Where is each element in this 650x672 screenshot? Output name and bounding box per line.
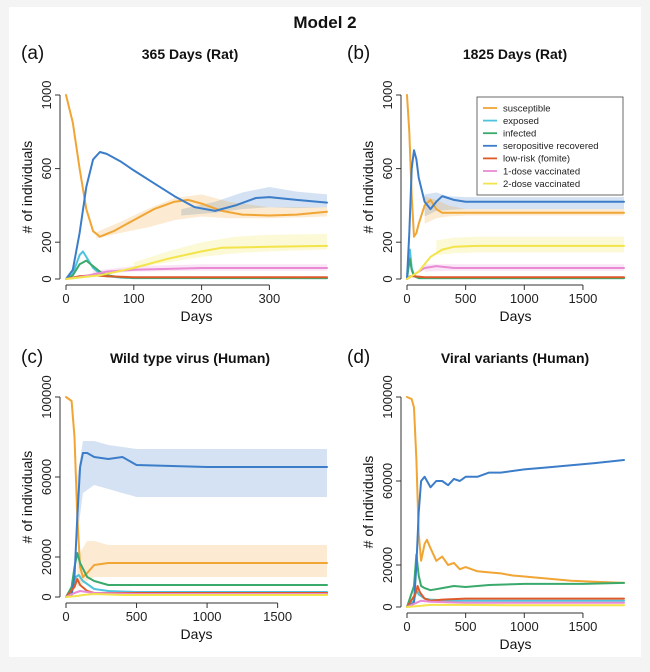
band-0-1-dose-vaccinated	[93, 264, 327, 275]
series-2-susceptible	[65, 396, 328, 578]
series-3-susceptible	[406, 396, 625, 584]
x-tick-label-3-3: 1500	[568, 619, 597, 634]
panel-letter-1: (b)	[347, 43, 370, 64]
panel-0: (a) 365 Days (Rat) 0 100 200 300 0 200 600 1000 Da…	[19, 43, 328, 324]
x-tick-label-2-3: 1500	[263, 609, 292, 624]
series-2-infected	[65, 552, 328, 598]
legend-label-low-risk-fomite: low-risk (fomite)	[503, 154, 570, 165]
legend-label-exposed: exposed	[503, 116, 539, 127]
panel-1: (b) 1825 Days (Rat) 0 500 1000 1500 0 200 600 100…	[347, 43, 625, 324]
panel-letter-3: (d)	[347, 347, 370, 368]
y-tick-label-0-0: 0	[39, 275, 54, 282]
y-tick-label-1-2: 600	[380, 158, 395, 180]
panel-2: (c) Wild type virus (Human) 0 500 1000 1500 0 2…	[19, 347, 328, 642]
y-tick-label-2-0: 0	[39, 593, 54, 600]
x-tick-label-1-2: 1000	[510, 291, 539, 306]
x-axis-label-3: Days	[500, 636, 532, 652]
x-tick-label-2-1: 500	[126, 609, 148, 624]
x-tick-label-0-0: 0	[62, 291, 69, 306]
series-3-seropositive-recovered	[406, 459, 625, 608]
figure-title: Model 2	[293, 13, 357, 32]
series-2-seropositive-recovered	[65, 452, 328, 598]
series-0-seropositive-recovered	[65, 151, 328, 280]
panel-letter-2: (c)	[21, 347, 43, 368]
x-tick-label-1-0: 0	[403, 291, 410, 306]
y-tick-label-3-0: 0	[380, 603, 395, 610]
x-tick-label-3-0: 0	[403, 619, 410, 634]
y-tick-label-0-1: 200	[39, 231, 54, 253]
series-1-seropositive-recovered	[406, 149, 625, 280]
figure: Model 2 (a) 365 Days (Rat) 0 100 200 300 0 200 6…	[9, 7, 641, 657]
x-tick-label-0-3: 300	[259, 291, 281, 306]
legend-label-seropositive-recovered: seropositive recovered	[503, 141, 599, 152]
y-tick-label-1-1: 200	[380, 231, 395, 253]
y-tick-label-2-3: 100000	[39, 375, 54, 418]
x-axis-label-0: Days	[181, 308, 213, 324]
y-tick-label-3-3: 100000	[380, 375, 395, 418]
x-axis-label-1: Days	[500, 308, 532, 324]
series-2-2-dose-vaccinated	[65, 593, 328, 598]
series-3-low-risk-fomite	[406, 585, 625, 608]
y-tick-label-1-3: 1000	[380, 81, 395, 110]
band-2-seropositive-recovered	[77, 441, 327, 537]
panel-title-0: 365 Days (Rat)	[142, 46, 239, 62]
y-tick-label-3-1: 20000	[380, 547, 395, 583]
series-1-susceptible	[406, 94, 625, 238]
x-tick-label-2-2: 1000	[193, 609, 222, 624]
x-tick-label-0-2: 200	[191, 291, 213, 306]
y-tick-label-3-2: 60000	[380, 463, 395, 499]
x-tick-label-3-2: 1000	[510, 619, 539, 634]
legend-label-infected: infected	[503, 129, 536, 140]
legend-label-1-dose-vaccinated: 1-dose vaccinated	[503, 166, 580, 177]
legend-box	[476, 96, 624, 196]
y-axis-label-2: # of individuals	[19, 451, 35, 544]
series-3-2-dose-vaccinated	[406, 603, 625, 608]
y-axis-label-3: # of individuals	[360, 456, 376, 549]
y-axis-label-0: # of individuals	[19, 141, 35, 234]
x-tick-label-2-0: 0	[62, 609, 69, 624]
chart-canvas: (a) 365 Days (Rat) 0 100 200 300 0 200 600 1000 Da…	[19, 43, 625, 652]
y-tick-label-1-0: 0	[380, 275, 395, 282]
panel-title-3: Viral variants (Human)	[441, 350, 589, 366]
panel-title-2: Wild type virus (Human)	[110, 350, 270, 366]
x-tick-label-0-1: 100	[123, 291, 145, 306]
series-0-2-dose-vaccinated	[65, 244, 328, 280]
y-axis-label-1: # of individuals	[360, 141, 376, 234]
y-tick-label-0-3: 1000	[39, 81, 54, 110]
band-0-2-dose-vaccinated	[133, 233, 327, 268]
band-0-susceptible	[96, 194, 327, 239]
x-tick-label-1-3: 1500	[568, 291, 597, 306]
legend-label-2-dose-vaccinated: 2-dose vaccinated	[503, 179, 580, 190]
x-tick-label-1-1: 500	[455, 291, 477, 306]
panel-3: (d) Viral variants (Human) 0 500 1000 1500 0 20…	[347, 347, 625, 652]
series-3-1-dose-vaccinated	[406, 599, 625, 608]
band-1-seropositive-recovered	[424, 192, 624, 217]
panel-title-1: 1825 Days (Rat)	[463, 46, 567, 62]
x-tick-label-3-1: 500	[455, 619, 477, 634]
y-tick-label-2-1: 20000	[39, 539, 54, 575]
legend-label-susceptible: susceptible	[503, 103, 551, 114]
band-1-susceptible	[424, 196, 624, 224]
series-1-2-dose-vaccinated	[406, 244, 625, 280]
panel-letter-0: (a)	[21, 43, 44, 64]
y-tick-label-0-2: 600	[39, 158, 54, 180]
x-axis-label-2: Days	[181, 626, 213, 642]
y-tick-label-2-2: 60000	[39, 459, 54, 495]
